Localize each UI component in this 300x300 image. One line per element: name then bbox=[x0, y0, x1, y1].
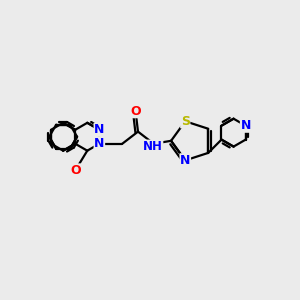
Text: NH: NH bbox=[143, 140, 163, 153]
Text: N: N bbox=[94, 123, 104, 136]
Text: N: N bbox=[180, 154, 190, 167]
Text: N: N bbox=[94, 137, 104, 150]
Text: O: O bbox=[70, 164, 80, 177]
Text: N: N bbox=[241, 119, 251, 132]
Text: O: O bbox=[130, 105, 141, 118]
Text: S: S bbox=[181, 115, 190, 128]
